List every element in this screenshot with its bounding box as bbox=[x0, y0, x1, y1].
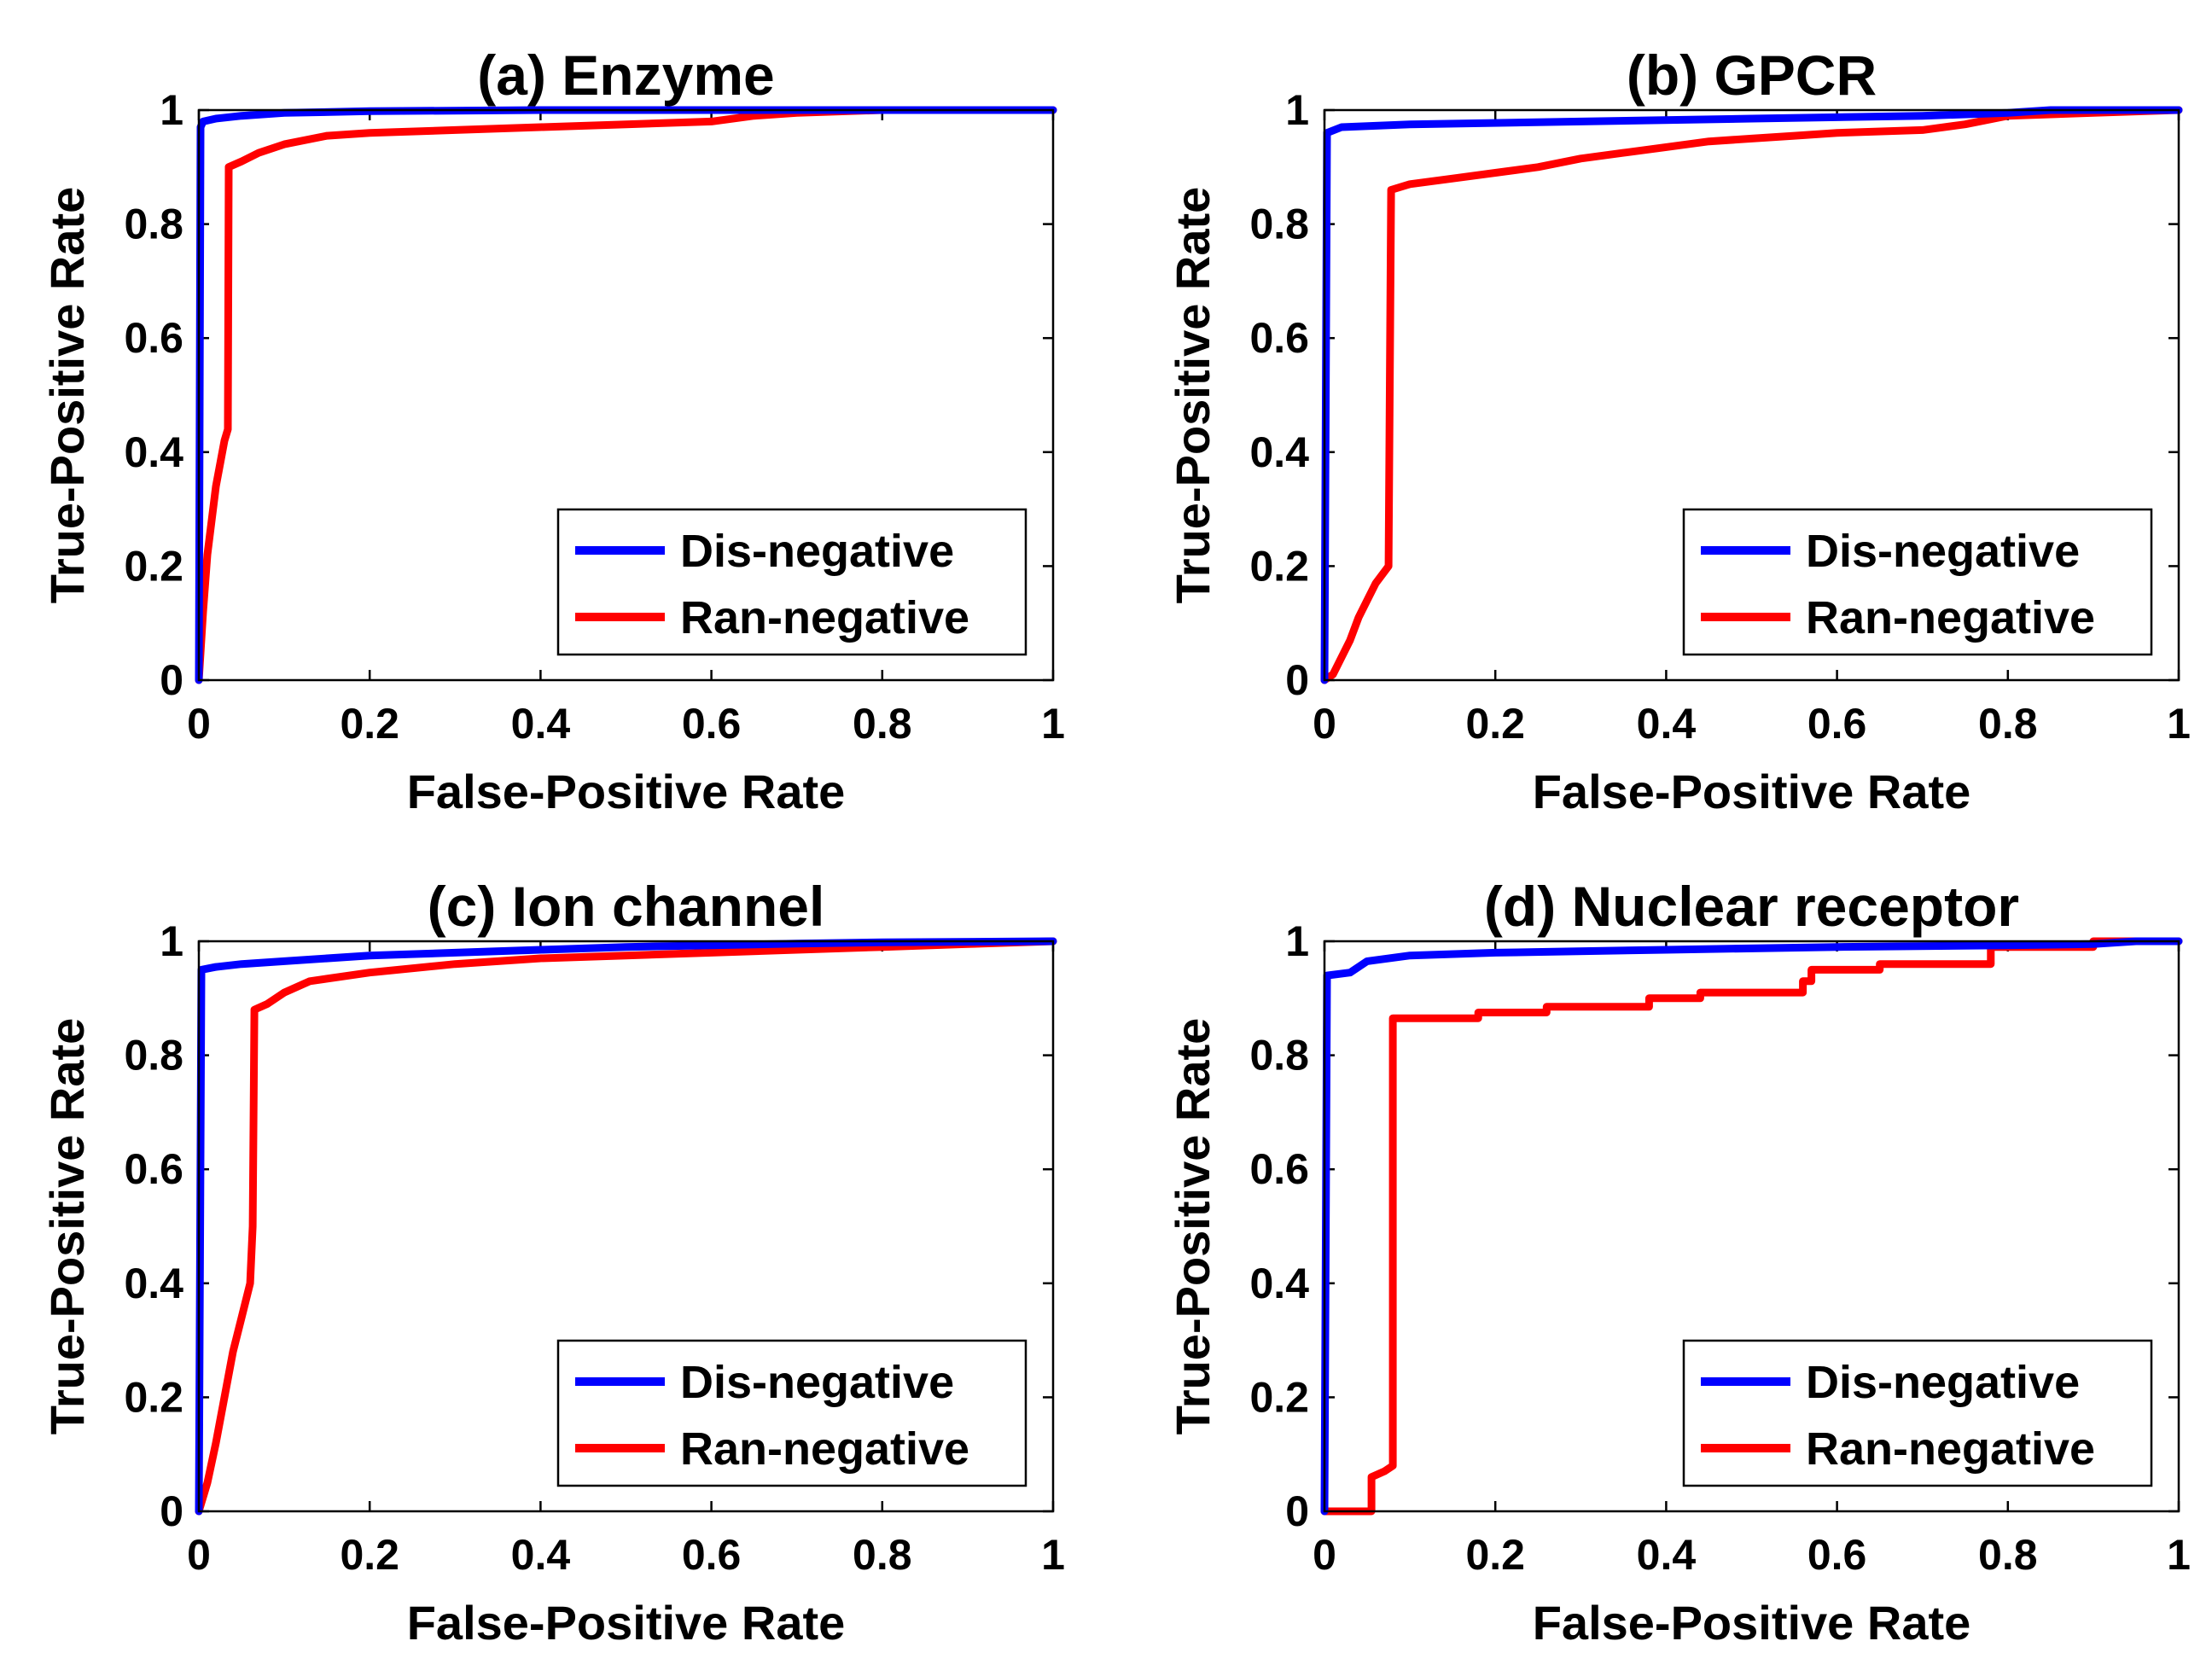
y-tick-label: 0.2 bbox=[1249, 1373, 1309, 1421]
series-line-ran-negative bbox=[1320, 937, 2183, 1516]
y-tick-label: 0 bbox=[1285, 656, 1309, 704]
x-tick-label: 0.2 bbox=[340, 700, 399, 748]
y-axis-label: True-Positive Rate bbox=[1166, 187, 1220, 604]
panel-b: (b) GPCR False-Positive Rate True-Positi… bbox=[1166, 44, 2191, 818]
legend: Dis-negative Ran-negative bbox=[1682, 1339, 2153, 1487]
y-tick-label: 0 bbox=[160, 656, 183, 704]
curves bbox=[195, 937, 1057, 1516]
series-line-dis-negative bbox=[1320, 106, 2183, 684]
legend-label-dis-negative: Dis-negative bbox=[1806, 526, 2080, 577]
x-tick-label: 0.2 bbox=[1465, 700, 1525, 748]
legend-box bbox=[556, 508, 1027, 656]
y-tick-label: 1 bbox=[1285, 86, 1309, 134]
panel-a: (a) Enzyme False-Positive Rate True-Posi… bbox=[40, 44, 1065, 818]
x-tick-label: 0.6 bbox=[682, 1531, 742, 1579]
panel-d: (d) Nuclear receptor False-Positive Rate… bbox=[1166, 875, 2191, 1650]
axes-frame bbox=[1323, 940, 2180, 1513]
y-tick-label: 0.6 bbox=[1249, 1145, 1309, 1193]
y-tick-label: 0.4 bbox=[1249, 1260, 1309, 1307]
x-axis-label: False-Positive Rate bbox=[407, 765, 846, 818]
x-tick-label: 1 bbox=[2167, 1531, 2191, 1579]
ticks: 0 0.2 0.4 0.6 0.8 1 0 0.2 0.4 0.6 0.8 1 bbox=[1249, 86, 2190, 748]
y-tick-label: 0.2 bbox=[1249, 542, 1309, 590]
ticks: 0 0.2 0.4 0.6 0.8 1 0 0.2 0.4 0.6 0.8 1 bbox=[124, 86, 1064, 748]
axes-frame bbox=[197, 940, 1055, 1513]
x-tick-label: 0.8 bbox=[1978, 1531, 2038, 1579]
x-tick-label: 1 bbox=[2167, 700, 2191, 748]
y-tick-label: 0.4 bbox=[124, 1260, 183, 1307]
legend-label-ran-negative: Ran-negative bbox=[1806, 592, 2095, 643]
y-tick-label: 0.8 bbox=[1249, 201, 1309, 248]
legend-label-ran-negative: Ran-negative bbox=[680, 1423, 969, 1475]
legend-label-ran-negative: Ran-negative bbox=[680, 592, 969, 643]
y-tick-label: 0.6 bbox=[124, 314, 183, 362]
x-tick-label: 0 bbox=[1313, 700, 1336, 748]
y-tick-label: 0.6 bbox=[124, 1145, 183, 1193]
legend: Dis-negative Ran-negative bbox=[556, 508, 1027, 656]
ticks: 0 0.2 0.4 0.6 0.8 1 0 0.2 0.4 0.6 0.8 1 bbox=[124, 917, 1064, 1579]
x-tick-label: 0.8 bbox=[1978, 700, 2038, 748]
y-axis-label: True-Positive Rate bbox=[1166, 1018, 1220, 1435]
x-tick-label: 0 bbox=[187, 700, 211, 748]
x-tick-label: 0.8 bbox=[853, 1531, 912, 1579]
series-line-ran-negative bbox=[195, 106, 1057, 684]
axes-frame bbox=[197, 108, 1055, 682]
x-tick-label: 0.2 bbox=[340, 1531, 399, 1579]
x-tick-label: 0.6 bbox=[682, 700, 742, 748]
legend: Dis-negative Ran-negative bbox=[556, 1339, 1027, 1487]
x-tick-label: 0.4 bbox=[1637, 700, 1697, 748]
x-tick-label: 1 bbox=[1041, 1531, 1065, 1579]
series-line-dis-negative bbox=[1320, 937, 2183, 1516]
x-tick-label: 1 bbox=[1041, 700, 1065, 748]
y-tick-label: 1 bbox=[160, 917, 183, 965]
x-tick-label: 0.6 bbox=[1807, 700, 1867, 748]
panel-title: (d) Nuclear receptor bbox=[1484, 875, 2019, 938]
series-line-dis-negative bbox=[195, 937, 1057, 1516]
y-tick-label: 0 bbox=[160, 1487, 183, 1535]
x-axis-label: False-Positive Rate bbox=[1533, 1596, 1971, 1650]
x-tick-label: 0.6 bbox=[1807, 1531, 1867, 1579]
legend: Dis-negative Ran-negative bbox=[1682, 508, 2153, 656]
y-tick-label: 0 bbox=[1285, 1487, 1309, 1535]
x-tick-label: 0.4 bbox=[1637, 1531, 1697, 1579]
curves bbox=[1320, 106, 2183, 684]
x-tick-label: 0 bbox=[1313, 1531, 1336, 1579]
panel-title: (a) Enzyme bbox=[477, 44, 774, 107]
panel-c: (c) Ion channel False-Positive Rate True… bbox=[40, 875, 1065, 1650]
y-tick-label: 0.8 bbox=[1249, 1032, 1309, 1080]
legend-label-dis-negative: Dis-negative bbox=[680, 1357, 954, 1408]
y-axis-label: True-Positive Rate bbox=[40, 1018, 94, 1435]
x-tick-label: 0 bbox=[187, 1531, 211, 1579]
y-tick-label: 0.6 bbox=[1249, 314, 1309, 362]
legend-label-ran-negative: Ran-negative bbox=[1806, 1423, 2095, 1475]
panel-title: (c) Ion channel bbox=[428, 875, 825, 938]
x-tick-label: 0.4 bbox=[511, 1531, 571, 1579]
x-axis-label: False-Positive Rate bbox=[407, 1596, 846, 1650]
legend-box bbox=[1682, 508, 2153, 656]
ticks: 0 0.2 0.4 0.6 0.8 1 0 0.2 0.4 0.6 0.8 1 bbox=[1249, 917, 2190, 1579]
x-tick-label: 0.4 bbox=[511, 700, 571, 748]
legend-label-dis-negative: Dis-negative bbox=[680, 526, 954, 577]
x-axis-label: False-Positive Rate bbox=[1533, 765, 1971, 818]
curves bbox=[1320, 937, 2183, 1516]
y-tick-label: 0.8 bbox=[124, 1032, 183, 1080]
y-tick-label: 0.2 bbox=[124, 1373, 183, 1421]
x-tick-label: 0.2 bbox=[1465, 1531, 1525, 1579]
y-tick-label: 0.4 bbox=[1249, 428, 1309, 476]
axes-frame bbox=[1323, 108, 2180, 682]
series-line-ran-negative bbox=[195, 937, 1057, 1516]
legend-box bbox=[556, 1339, 1027, 1487]
y-tick-label: 1 bbox=[1285, 917, 1309, 965]
y-tick-label: 0.4 bbox=[124, 428, 183, 476]
y-axis-label: True-Positive Rate bbox=[40, 187, 94, 604]
y-tick-label: 1 bbox=[160, 86, 183, 134]
legend-label-dis-negative: Dis-negative bbox=[1806, 1357, 2080, 1408]
y-tick-label: 0.8 bbox=[124, 201, 183, 248]
series-line-ran-negative bbox=[1320, 106, 2183, 684]
x-tick-label: 0.8 bbox=[853, 700, 912, 748]
panel-title: (b) GPCR bbox=[1627, 44, 1877, 107]
legend-box bbox=[1682, 1339, 2153, 1487]
y-tick-label: 0.2 bbox=[124, 542, 183, 590]
